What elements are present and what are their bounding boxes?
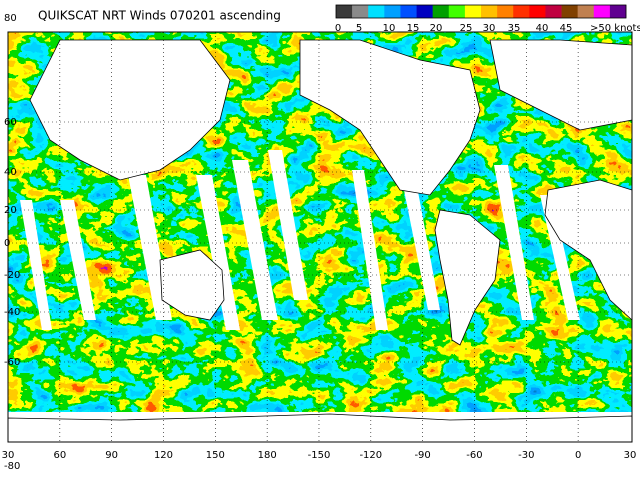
colorbar-swatch [545,5,562,18]
latitude-label: -80 [4,461,20,472]
colorbar-label: 10 [383,23,396,34]
colorbar-swatch [464,5,482,18]
colorbar: 0 5 10 15 20 25 30 35 40 45 >50 knots [335,4,640,34]
colorbar-label: 20 [430,23,443,34]
colorbar-swatch [529,5,546,18]
latitude-label: 60 [4,117,17,128]
colorbar-label: 35 [508,23,521,34]
latitude-label: -60 [4,357,20,368]
longitude-label: 120 [154,450,173,461]
colorbar-swatch [577,5,595,18]
graticule [8,32,632,442]
colorbar-swatch [609,5,627,18]
colorbar-label: 0 [335,23,341,34]
longitude-label: 60 [53,450,66,461]
longitude-label: -60 [466,450,482,461]
colorbar-label: 45 [560,23,573,34]
longitude-label: 0 [575,450,581,461]
latitude-label: 20 [4,205,17,216]
longitude-label: 90 [105,450,118,461]
colorbar-swatch [561,5,578,18]
colorbar-swatch [336,5,353,18]
colorbar-label: 25 [460,23,473,34]
colorbar-swatch [593,5,611,18]
colorbar-label: 15 [407,23,420,34]
latitude-label: -20 [4,270,20,281]
colorbar-swatch [400,5,417,18]
longitude-label: 180 [258,450,277,461]
map-title: QUIKSCAT NRT Winds 070201 ascending [38,9,281,23]
colorbar-swatch [513,5,530,18]
colorbar-swatch [448,5,466,18]
longitude-label: -30 [518,450,534,461]
colorbar-swatch [497,5,514,18]
colorbar-swatch [368,5,385,18]
map-frame [7,31,633,443]
longitude-label: 30 [624,450,637,461]
longitude-label: -120 [359,450,382,461]
longitude-label: -90 [414,450,430,461]
longitude-label: 30 [2,450,15,461]
colorbar-swatch [432,5,450,18]
colorbar-label: 30 [483,23,496,34]
longitude-label: -150 [308,450,331,461]
longitude-label: 150 [206,450,225,461]
land [7,39,633,443]
colorbar-swatch [384,5,401,18]
colorbar-swatch [481,5,498,18]
axis-labels: 30 60 90 120 150 180 -150 -120 -90 -60 -30 0 3080604… [2,13,637,472]
colorbar-label: >50 knots [590,23,640,34]
colorbar-swatch [416,5,433,18]
colorbar-label: 40 [536,23,549,34]
colorbar-frame [335,4,627,19]
colorbar-label: 5 [356,23,362,34]
colorbar-swatch [352,5,369,18]
latitude-label: 0 [4,238,10,249]
latitude-label: 80 [4,13,17,24]
latitude-label: 40 [4,167,17,178]
latitude-label: -40 [4,307,20,318]
